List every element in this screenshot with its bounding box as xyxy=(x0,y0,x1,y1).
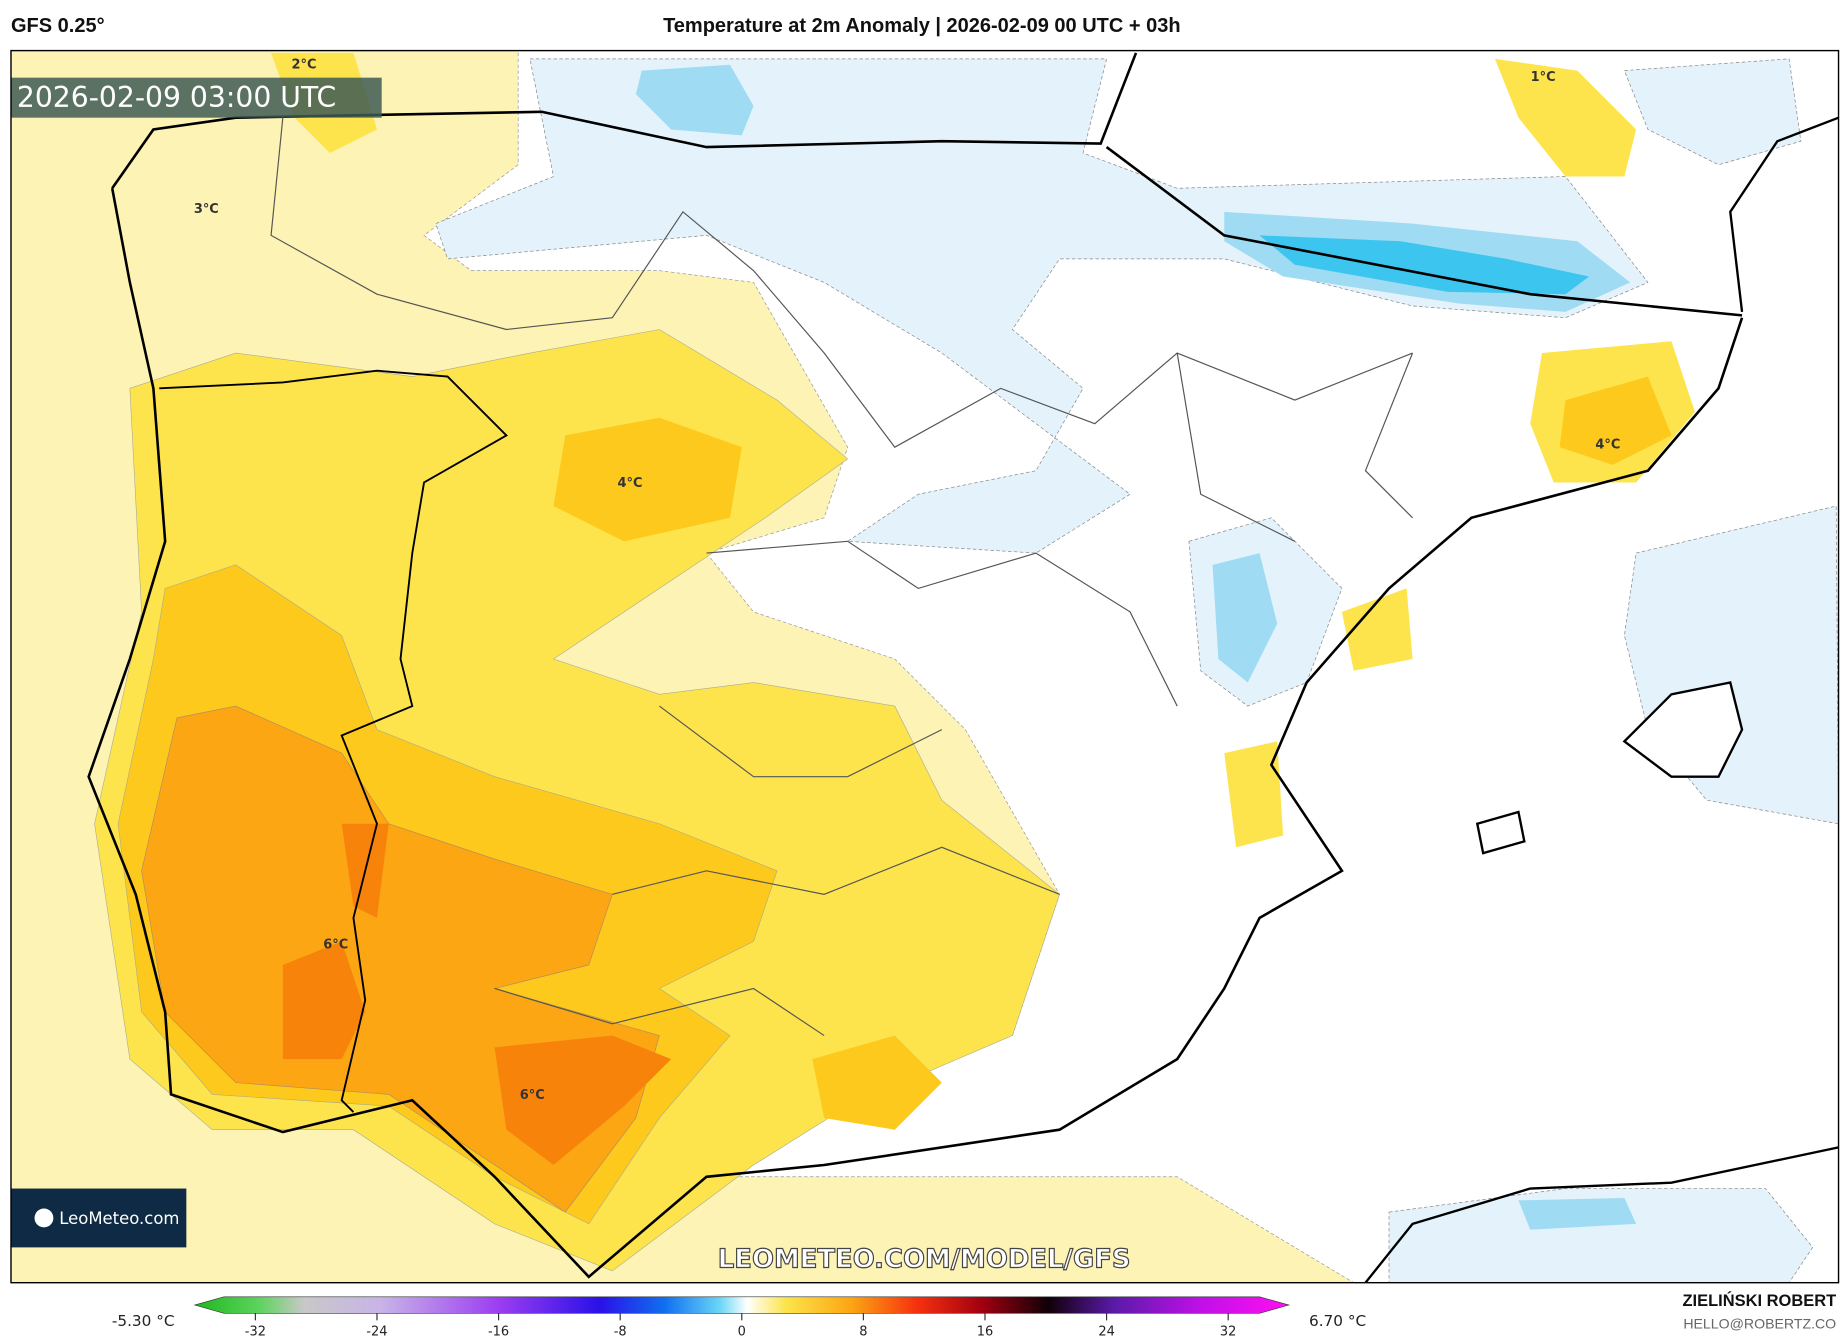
anomaly-zone-neutral xyxy=(423,50,1839,1283)
watermark: LEOMETEO.COM/MODEL/GFS xyxy=(718,1244,1131,1274)
contour-label: 6°C xyxy=(520,1088,545,1103)
valid-time-box xyxy=(10,77,382,118)
colorbar-tick-label: -8 xyxy=(614,1325,627,1338)
contour-label: 4°C xyxy=(1595,437,1620,452)
anomaly-zone-cyan xyxy=(1259,235,1590,295)
anomaly-zone-light-blue xyxy=(1623,58,1802,166)
contour-label: 1°C xyxy=(1531,70,1556,85)
colorbar-tick-label: -16 xyxy=(488,1325,509,1338)
coastline-balearic-mallorca xyxy=(1622,681,1744,778)
author-name: ZIELIŃSKI ROBERT xyxy=(1682,1291,1836,1310)
colorbar-tick-label: 24 xyxy=(1098,1325,1114,1338)
colorbar-gradient xyxy=(193,1296,1291,1314)
coastline-africa xyxy=(1364,1146,1839,1283)
colorbar-tick-label: 16 xyxy=(977,1325,993,1338)
anomaly-zone-gold xyxy=(553,417,742,542)
anomaly-zone-light-blue xyxy=(435,58,1649,554)
colorbar-tick-label: -32 xyxy=(245,1325,266,1338)
valid-time-label: 2026-02-09 03:00 UTC xyxy=(17,81,336,114)
anomaly-zone-dark-orange xyxy=(494,1035,672,1166)
coastline-balearic-ibiza xyxy=(1475,810,1526,855)
colorbar-tick-label: 0 xyxy=(738,1325,746,1338)
anomaly-zone-light-blue xyxy=(1388,1188,1814,1283)
contour-label: 3°C xyxy=(194,202,219,217)
border-spain-portugal xyxy=(159,369,508,1113)
map-frame xyxy=(10,49,1840,1284)
anomaly-zone-gold xyxy=(812,1035,942,1130)
anomaly-zone-blue xyxy=(1518,1197,1637,1230)
author-contact[interactable]: HELLO@ROBERTZ.CO xyxy=(1683,1316,1836,1332)
colorbar-tick-label: 8 xyxy=(859,1325,867,1338)
coastline-france xyxy=(1729,116,1839,312)
coastline-iberia xyxy=(87,52,1744,1279)
anomaly-zone-blue xyxy=(1212,553,1278,683)
model-label: GFS 0.25° xyxy=(11,15,105,37)
contour-label: 6°C xyxy=(323,937,348,952)
anomaly-zone-yellow xyxy=(1224,741,1284,848)
regional-borders xyxy=(270,117,1414,1037)
colorbar-tick-label: -24 xyxy=(366,1325,387,1338)
colorbar-tick-label: 32 xyxy=(1220,1325,1236,1338)
anomaly-zone-blue xyxy=(635,64,754,136)
chart-title: Temperature at 2m Anomaly | 2026-02-09 0… xyxy=(663,15,1180,37)
logo-text: LeoMeteo.com xyxy=(59,1209,179,1228)
anomaly-zone-yellow xyxy=(1341,588,1413,671)
map-panel[interactable]: 2°C 1°C 3°C 4°C 4°C 6°C 6°C 2026-02-09 0… xyxy=(10,50,1839,1283)
anomaly-zone-dark-orange xyxy=(282,941,366,1060)
sun-icon xyxy=(34,1208,54,1228)
contour-label: 4°C xyxy=(617,476,642,491)
colorbar: -5.30 °C 6.70 °C -32 -24 -16 -8 0 8 16 24 32 xyxy=(112,1296,1366,1338)
contour-label: 2°C xyxy=(292,57,317,72)
colorbar-max-label: 6.70 °C xyxy=(1309,1312,1366,1330)
anomaly-zone-yellow xyxy=(1494,58,1637,177)
colorbar-min-label: -5.30 °C xyxy=(112,1312,175,1330)
anomaly-zone-gold xyxy=(1559,376,1672,465)
